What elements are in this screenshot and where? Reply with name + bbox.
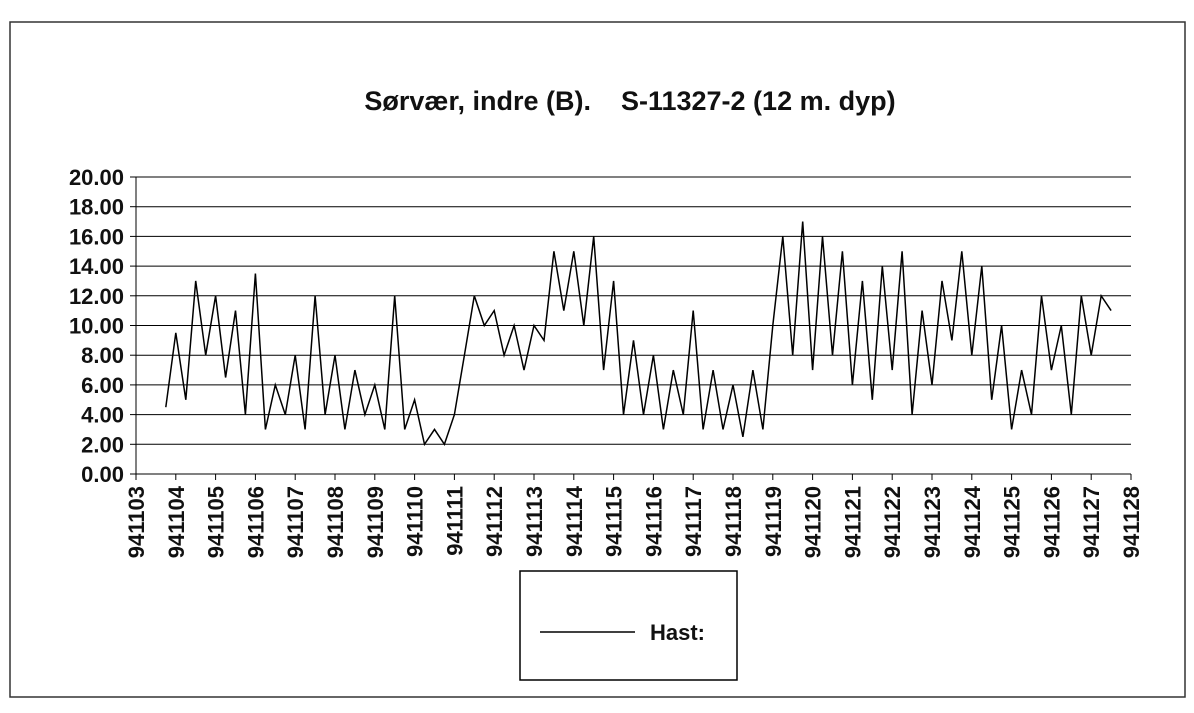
x-tick-label: 941116 xyxy=(641,486,666,557)
x-tick-label: 941117 xyxy=(681,486,706,557)
x-tick-label: 941103 xyxy=(124,486,149,558)
x-tick-label: 941123 xyxy=(920,486,945,558)
x-tick-label: 941122 xyxy=(880,486,905,558)
x-tick-label: 941118 xyxy=(721,486,746,557)
x-tick-label: 941121 xyxy=(840,486,865,558)
x-tick-label: 941127 xyxy=(1079,486,1104,558)
x-tick-label: 941111 xyxy=(442,486,467,556)
y-tick-label: 16.00 xyxy=(69,224,124,249)
x-tick-label: 941125 xyxy=(1000,486,1025,558)
x-tick-label: 941108 xyxy=(323,486,348,558)
x-tick-label: 941119 xyxy=(761,486,786,557)
y-tick-label: 0.00 xyxy=(81,462,124,487)
y-tick-label: 14.00 xyxy=(69,254,124,279)
x-tick-label: 941115 xyxy=(602,486,627,557)
chart-title: Sørvær, indre (B). S-11327-2 (12 m. dyp) xyxy=(364,86,895,116)
legend-box xyxy=(519,570,738,681)
x-tick-label: 941114 xyxy=(562,485,587,557)
x-tick-label: 941106 xyxy=(243,486,268,558)
x-tick-label: 941113 xyxy=(522,486,547,557)
chart-frame xyxy=(9,21,1186,698)
legend-label: Hast: xyxy=(650,620,705,645)
y-tick-label: 4.00 xyxy=(81,403,124,428)
x-tick-label: 941126 xyxy=(1039,486,1064,558)
x-tick-label: 941120 xyxy=(801,486,826,558)
x-tick-label: 941128 xyxy=(1119,486,1144,558)
x-tick-label: 941112 xyxy=(482,486,507,557)
line-series xyxy=(165,221,1112,447)
x-tick-label: 941109 xyxy=(363,486,388,558)
y-tick-label: 2.00 xyxy=(81,432,124,457)
x-tick-label: 941104 xyxy=(164,485,189,558)
x-tick-label: 941110 xyxy=(403,486,428,557)
y-tick-label: 20.00 xyxy=(69,165,124,190)
y-tick-label: 8.00 xyxy=(81,343,124,368)
x-tick-label: 941107 xyxy=(283,486,308,558)
x-tick-label: 941124 xyxy=(960,485,985,558)
y-tick-label: 10.00 xyxy=(69,314,124,339)
y-tick-label: 18.00 xyxy=(69,195,124,220)
x-tick-label: 941105 xyxy=(204,486,229,558)
y-tick-label: 6.00 xyxy=(81,373,124,398)
y-tick-label: 12.00 xyxy=(69,284,124,309)
